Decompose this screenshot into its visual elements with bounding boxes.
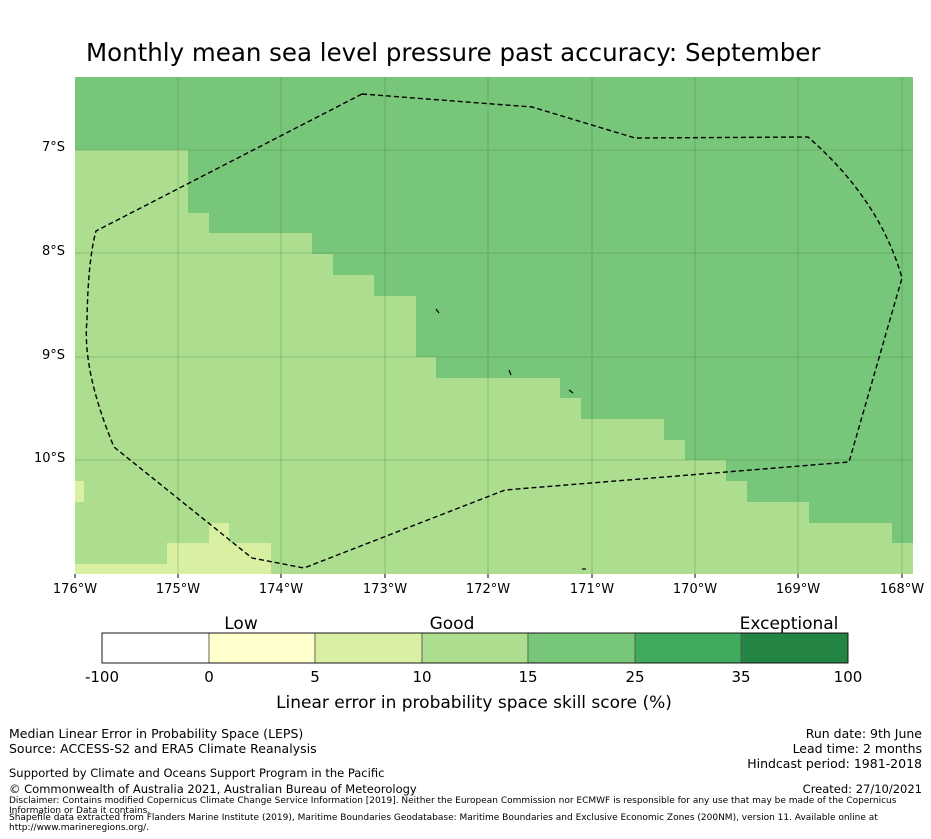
axis-ticks [74,574,903,578]
lon-label-170w: 170°W [672,582,718,597]
footer-source: Source: ACCESS-S2 and ERA5 Climate Reana… [9,741,317,756]
colorbar-bin-1 [101,632,210,664]
colorbar-bin-2 [208,632,316,664]
colorbar-tick: 15 [518,668,538,686]
lon-label-174w: 174°W [258,582,304,597]
colorbar-tick: -100 [84,668,120,686]
region-5-10-a [75,481,84,502]
category-good: Good [429,614,475,634]
island-3 [568,389,574,394]
region-5-10-b [75,523,271,574]
colorbar-frame [101,632,849,664]
island-2 [508,369,512,376]
map-title: Monthly mean sea level pressure past acc… [86,38,821,67]
colorbar [101,632,849,664]
region-15-25 [75,77,913,543]
category-low: Low [224,614,258,634]
lon-label-168w: 168°W [879,582,925,597]
eez-boundary [85,93,903,569]
lat-label-8s: 8°S [42,244,66,259]
colorbar-bin-4 [421,632,529,664]
lon-label-173w: 173°W [362,582,408,597]
footer-copyright: © Commonwealth of Australia 2021, Austra… [9,782,417,796]
lat-label-10s: 10°S [34,451,66,466]
colorbar-bin-5 [527,632,636,664]
lon-label-169w: 169°W [775,582,821,597]
colorbar-tick: 10 [412,668,432,686]
colorbar-tick: 35 [731,668,751,686]
colorbar-tick: 100 [833,668,863,686]
category-exceptional: Exceptional [739,614,839,634]
footer-run-date: Run date: 9th June [805,726,922,741]
colorbar-tick: 25 [625,668,645,686]
footer-hindcast: Hindcast period: 1981-2018 [747,756,922,771]
lon-label-171w: 171°W [569,582,615,597]
footer-disclaimer: Disclaimer: Contains modified Copernicus… [9,796,897,816]
colorbar-tick: 0 [204,668,214,686]
colorbar-bin-3 [314,632,423,664]
island-1 [435,308,440,314]
colorbar-bin-7 [740,632,849,664]
colorbar-bin-6 [634,632,742,664]
footer-lead-time: Lead time: 2 months [792,741,922,756]
lon-label-176w: 176°W [52,582,98,597]
colorbar-tick: 5 [310,668,320,686]
lon-label-172w: 172°W [465,582,511,597]
lon-label-175w: 175°W [155,582,201,597]
colorbar-label: Linear error in probability space skill … [276,693,672,713]
gridlines [75,77,913,574]
lat-label-7s: 7°S [42,140,66,155]
islands [435,308,586,570]
footer-method: Median Linear Error in Probability Space… [9,726,304,741]
footer-created: Created: 27/10/2021 [802,782,922,796]
footer-support: Supported by Climate and Oceans Support … [9,766,385,780]
lat-label-9s: 9°S [42,348,66,363]
footer-shapefile: Shapefile data extracted from Flanders M… [9,813,878,833]
